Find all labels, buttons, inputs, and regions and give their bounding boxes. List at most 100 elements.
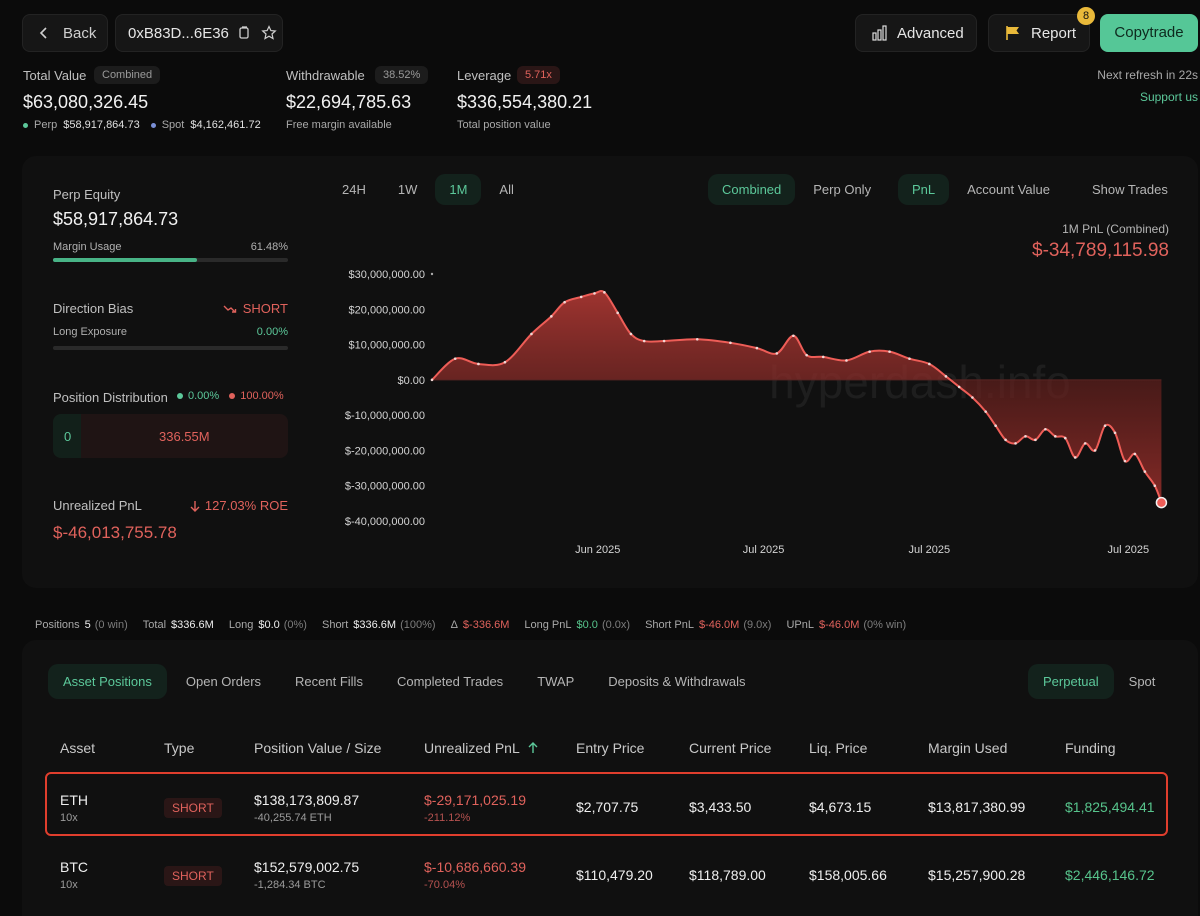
upnl-sub: (0% win) bbox=[863, 619, 907, 631]
long-exposure-bar bbox=[53, 346, 288, 350]
perp-label: Perp bbox=[34, 119, 58, 131]
metric-tab-account-value[interactable]: Account Value bbox=[967, 182, 1051, 197]
col-entry-price[interactable]: Entry Price bbox=[576, 740, 645, 756]
range-tabs: 24H 1W 1M All bbox=[328, 174, 528, 205]
total-label: Total bbox=[142, 619, 167, 631]
type-badge: SHORT bbox=[164, 866, 222, 886]
leverage-label: Leverage bbox=[457, 68, 512, 83]
y-tick-label: $-40,000,000.00 bbox=[345, 516, 425, 528]
leverage-chip: 5.71x bbox=[517, 66, 560, 84]
report-button[interactable]: Report bbox=[988, 14, 1090, 52]
y-tick-label: $-20,000,000.00 bbox=[345, 445, 425, 457]
report-count-badge: 8 bbox=[1077, 7, 1095, 25]
sort-arrow-up-icon bbox=[528, 742, 538, 754]
pnl-point bbox=[845, 359, 848, 362]
tab-deposits-withdrawals[interactable]: Deposits & Withdrawals bbox=[608, 674, 746, 689]
mode-tabs: Combined Perp Only bbox=[708, 174, 885, 205]
col-position-value[interactable]: Position Value / Size bbox=[254, 740, 382, 756]
delta-value: $-336.6M bbox=[462, 619, 510, 631]
position-size: -1,284.34 BTC bbox=[254, 879, 326, 891]
margin-usage-fill bbox=[53, 258, 198, 262]
pnl-point bbox=[453, 357, 457, 360]
pnl-point bbox=[971, 396, 974, 399]
long-exposure-value: 0.00% bbox=[256, 326, 288, 338]
show-trades-toggle[interactable]: Show Trades bbox=[1092, 182, 1168, 197]
tab-completed-trades[interactable]: Completed Trades bbox=[396, 674, 504, 689]
short-value: $336.6M bbox=[353, 619, 397, 631]
star-icon[interactable] bbox=[261, 25, 277, 41]
pnl-point bbox=[792, 334, 795, 338]
pnl-point bbox=[629, 332, 633, 336]
col-current-price[interactable]: Current Price bbox=[689, 740, 772, 756]
long-pnl-label: Long PnL bbox=[524, 619, 572, 631]
col-liq-price[interactable]: Liq. Price bbox=[809, 740, 868, 756]
tab-recent-fills[interactable]: Recent Fills bbox=[295, 674, 363, 689]
mode-tab-perp-only[interactable]: Perp Only bbox=[813, 182, 872, 197]
report-label: Report bbox=[1031, 24, 1077, 42]
advanced-label: Advanced bbox=[897, 24, 964, 42]
pnl-point bbox=[1034, 438, 1037, 442]
total-value: $336.6M bbox=[171, 619, 214, 631]
asset-name: BTC bbox=[60, 859, 88, 875]
withdrawable-value: $22,694,785.63 bbox=[286, 92, 412, 112]
direction-bias-value: SHORT bbox=[200, 301, 288, 316]
pnl-point bbox=[1153, 484, 1157, 488]
metric-tab-pnl[interactable]: PnL bbox=[898, 174, 950, 205]
support-link[interactable]: Support us bbox=[1139, 90, 1198, 104]
mode-tab-combined[interactable]: Combined bbox=[708, 174, 796, 205]
pnl-point bbox=[1093, 449, 1097, 452]
pnl-last-point bbox=[1155, 496, 1168, 509]
funding: $2,446,146.72 bbox=[1065, 867, 1155, 883]
total-value-label: Total Value bbox=[23, 68, 87, 83]
tab-open-orders[interactable]: Open Orders bbox=[185, 674, 262, 689]
liq-price: $4,673.15 bbox=[809, 799, 872, 815]
long-label: Long bbox=[228, 619, 254, 631]
pnl-point bbox=[729, 341, 732, 345]
pnl-caption: 1M PnL (Combined) bbox=[1062, 222, 1169, 236]
copy-icon[interactable] bbox=[237, 26, 251, 40]
short-label: SHORT bbox=[242, 301, 288, 316]
range-tab-all[interactable]: All bbox=[499, 182, 514, 197]
pnl-point bbox=[603, 291, 606, 294]
col-asset[interactable]: Asset bbox=[60, 740, 96, 756]
pnl-total: $-34,789,115.98 bbox=[1032, 240, 1169, 261]
range-tab-1m[interactable]: 1M bbox=[435, 174, 482, 205]
col-margin-used[interactable]: Margin Used bbox=[928, 740, 1008, 756]
pnl-point bbox=[662, 339, 666, 343]
entry-price: $2,707.75 bbox=[576, 799, 639, 815]
asset-leverage: 10x bbox=[60, 879, 78, 891]
advanced-button[interactable]: Advanced bbox=[855, 14, 977, 52]
market-tab-perpetual[interactable]: Perpetual bbox=[1028, 664, 1114, 699]
back-button[interactable]: Back bbox=[22, 14, 108, 52]
x-tick-label: Jun 2025 bbox=[575, 544, 620, 556]
pnl-point bbox=[1143, 470, 1147, 473]
range-tab-24h[interactable]: 24H bbox=[342, 182, 366, 197]
short-sub: (100%) bbox=[400, 619, 436, 631]
pnl-point bbox=[868, 350, 871, 353]
combined-chip: Combined bbox=[94, 66, 161, 84]
market-tab-spot[interactable]: Spot bbox=[1128, 674, 1156, 689]
long-dot bbox=[177, 393, 183, 399]
col-funding[interactable]: Funding bbox=[1065, 740, 1116, 756]
unrealized-pnl-pct: -70.04% bbox=[424, 879, 465, 891]
tab-twap[interactable]: TWAP bbox=[537, 674, 575, 689]
x-tick-label: Jul 2025 bbox=[743, 544, 785, 556]
tab-asset-positions[interactable]: Asset Positions bbox=[48, 664, 167, 699]
trend-down-icon bbox=[223, 304, 237, 314]
y-tick-label: $20,000,000.00 bbox=[349, 304, 425, 316]
pnl-point bbox=[1063, 436, 1067, 440]
position-tabs: Asset Positions Open Orders Recent Fills Co… bbox=[48, 664, 765, 699]
range-tab-1w[interactable]: 1W bbox=[397, 182, 418, 197]
col-type[interactable]: Type bbox=[164, 740, 195, 756]
col-unrealized-pnl[interactable]: Unrealized PnL bbox=[424, 740, 538, 756]
short-pnl-sub: (9.0x) bbox=[743, 619, 772, 631]
copytrade-button[interactable]: Copytrade bbox=[1100, 14, 1198, 52]
pnl-point bbox=[1044, 427, 1047, 431]
pnl-point bbox=[1073, 456, 1077, 459]
margin-used: $15,257,900.28 bbox=[928, 867, 1026, 883]
withdrawable-chip: 38.52% bbox=[375, 66, 429, 84]
pnl-point bbox=[530, 332, 533, 336]
col-unrealized-pnl-label: Unrealized PnL bbox=[424, 740, 520, 756]
arrow-down-icon bbox=[190, 500, 200, 512]
y-tick-label: $-10,000,000.00 bbox=[345, 410, 425, 422]
